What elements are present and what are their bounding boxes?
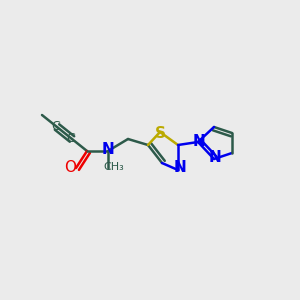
Text: S: S <box>154 127 166 142</box>
Text: N: N <box>174 160 186 175</box>
Text: C: C <box>67 131 75 145</box>
Text: N: N <box>102 142 114 158</box>
Text: N: N <box>193 134 206 148</box>
Text: O: O <box>64 160 76 175</box>
Text: N: N <box>208 151 221 166</box>
Text: C: C <box>52 119 60 133</box>
Text: CH₃: CH₃ <box>103 162 124 172</box>
